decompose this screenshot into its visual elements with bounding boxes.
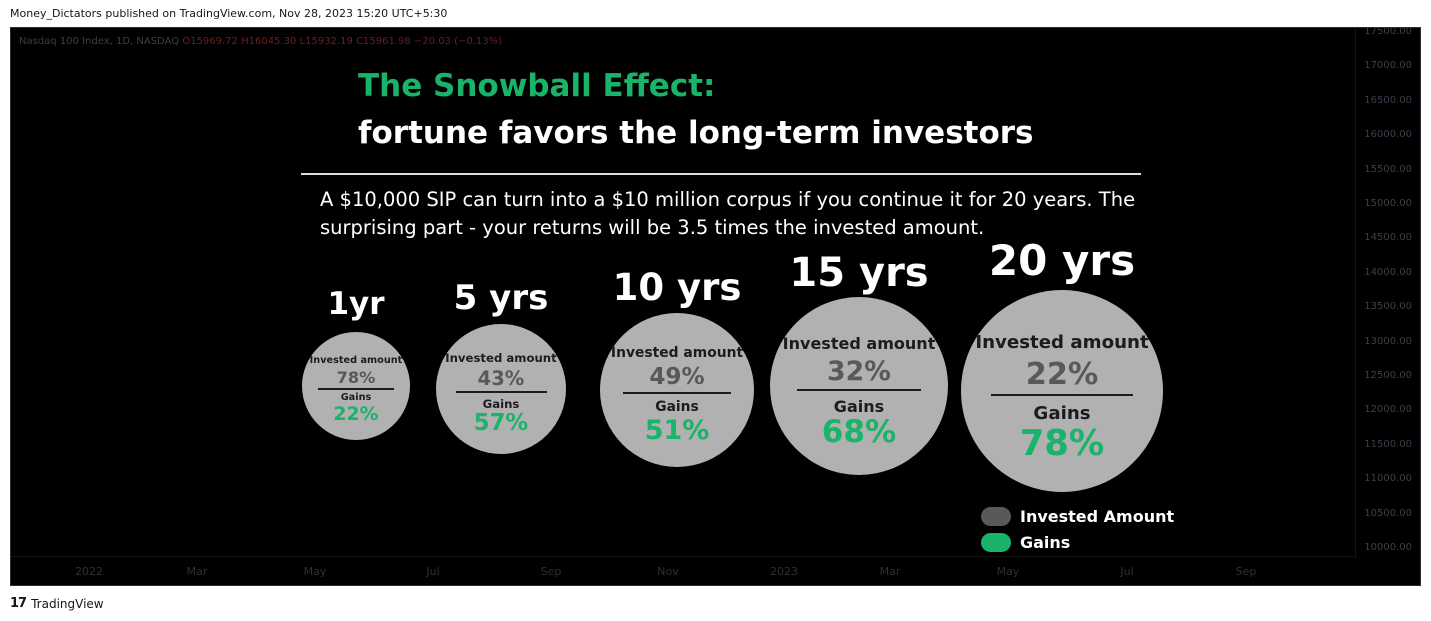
invested-percent-value: 49%	[649, 363, 705, 390]
close-label: C	[356, 36, 363, 47]
time-axis-tick: Sep	[1235, 565, 1257, 578]
price-axis-tick: 11000.00	[1364, 473, 1412, 485]
bubble-3: Invested amount 49% Gains 51%	[600, 313, 754, 467]
bubble-divider	[455, 390, 547, 393]
price-axis-tick: 13500.00	[1364, 301, 1412, 313]
legend-invested-label: Invested Amount	[1020, 507, 1175, 526]
gains-label: Gains	[340, 392, 372, 404]
open-label: O	[182, 36, 191, 47]
gains-percent-value: 51%	[644, 414, 710, 446]
chart-subtitle: fortune favors the long-term investors	[358, 115, 1034, 151]
price-axis[interactable]: 17500.00 17000.00 16500.00 16000.00 15500.00…	[1355, 28, 1420, 558]
time-axis-tick: 2023	[770, 565, 798, 578]
gains-label: Gains	[655, 399, 699, 416]
bubble-year-label: 5 yrs	[453, 278, 549, 318]
price-axis-tick: 15500.00	[1364, 163, 1412, 175]
description-text: A $10,000 SIP can turn into a $10 millio…	[320, 188, 1136, 239]
gains-label: Gains	[833, 396, 885, 416]
gains-label: Gains	[482, 396, 520, 411]
price-axis-tick: 11500.00	[1364, 438, 1412, 450]
time-axis-tick: Jul	[426, 565, 440, 578]
bubble-divider	[318, 387, 394, 390]
price-axis-tick: 14500.00	[1364, 232, 1412, 244]
legend-gains-label: Gains	[1020, 533, 1071, 552]
gains-percent-value: 68%	[821, 414, 897, 451]
price-axis-tick: 15000.00	[1364, 198, 1412, 209]
bubble-divider	[991, 394, 1133, 397]
legend-invested-swatch	[981, 507, 1011, 526]
price-axis-tick: 16500.00	[1364, 94, 1412, 106]
open-value: 15969.72	[190, 36, 238, 47]
time-axis-tick: May	[303, 565, 327, 578]
legend-gains-swatch	[981, 533, 1011, 552]
price-axis-tick: 12500.00	[1364, 370, 1412, 381]
high-label: H	[241, 36, 249, 47]
chart-panel[interactable]: Nasdaq 100 Index, 1D, NASDAQ O15969.72 H…	[10, 27, 1421, 586]
invested-percent-value: 43%	[477, 366, 525, 390]
gains-percent-value: 57%	[473, 409, 529, 436]
bubble-year-label: 10 yrs	[612, 266, 742, 309]
price-axis-tick: 12000.00	[1364, 404, 1412, 416]
gains-percent-value: 78%	[1019, 423, 1105, 465]
invested-percent-value: 78%	[336, 367, 376, 387]
price-axis-tick: 16000.00	[1364, 129, 1412, 141]
time-axis[interactable]: 2022 Mar May Jul Sep Nov 2023 Mar May Jul Sep	[11, 556, 1356, 585]
tradingview-logo-icon: 17	[10, 596, 27, 611]
gains-label: Gains	[1033, 403, 1091, 425]
symbol-ohlc-line: Nasdaq 100 Index, 1D, NASDAQ O15969.72 H…	[19, 36, 502, 47]
publisher-line: Money_Dictators published on TradingView…	[10, 7, 448, 20]
time-axis-tick: Nov	[657, 565, 679, 578]
bubble-divider	[623, 392, 731, 395]
title-divider	[301, 173, 1141, 175]
time-axis-tick: Jul	[1120, 565, 1134, 578]
invested-percent-value: 32%	[827, 355, 891, 387]
footer-brand[interactable]: 17 TradingView	[10, 596, 104, 611]
time-axis-tick: Sep	[540, 565, 562, 578]
footer-brand-name: TradingView	[31, 596, 104, 611]
invested-amount-label: Invested amount	[782, 334, 936, 354]
invested-amount-label: Invested amount	[309, 354, 403, 366]
change-value: −20.03 (−0.13%)	[413, 36, 503, 47]
bubble-5: Invested amount 22% Gains 78%	[961, 290, 1163, 492]
price-axis-tick: 17000.00	[1364, 60, 1412, 72]
bubble-year-label: 15 yrs	[789, 250, 929, 296]
bubble-year-label: 20 yrs	[988, 236, 1136, 285]
low-value: 15932.19	[305, 36, 353, 47]
time-axis-tick: Mar	[879, 565, 901, 578]
time-axis-tick: May	[996, 565, 1020, 578]
invested-amount-label: Invested amount	[445, 351, 557, 366]
gains-percent-value: 22%	[333, 403, 379, 426]
bubble-year-label: 1yr	[327, 286, 385, 322]
symbol-name: Nasdaq 100 Index, 1D, NASDAQ	[19, 36, 180, 47]
low-label: L	[299, 36, 306, 47]
price-axis-tick: 13000.00	[1364, 335, 1412, 347]
chart-title: The Snowball Effect:	[358, 68, 716, 104]
close-value: 15961.98	[363, 36, 411, 47]
invested-amount-label: Invested amount	[975, 332, 1149, 354]
price-axis-tick: 10000.00	[1364, 542, 1412, 553]
bubble-1: Invested amount 78% Gains 22%	[302, 332, 410, 440]
bubble-2: Invested amount 43% Gains 57%	[436, 324, 566, 454]
price-axis-tick: 17500.00	[1364, 27, 1412, 37]
invested-amount-label: Invested amount	[610, 345, 744, 362]
invested-percent-value: 22%	[1025, 356, 1099, 392]
high-value: 16045.30	[248, 36, 297, 47]
price-axis-tick: 10500.00	[1364, 507, 1412, 519]
bubble-divider	[796, 388, 922, 391]
time-axis-tick: 2022	[75, 565, 103, 578]
price-axis-tick: 14000.00	[1364, 266, 1412, 278]
bubble-4: Invested amount 32% Gains 68%	[770, 297, 948, 475]
time-axis-tick: Mar	[186, 565, 208, 578]
